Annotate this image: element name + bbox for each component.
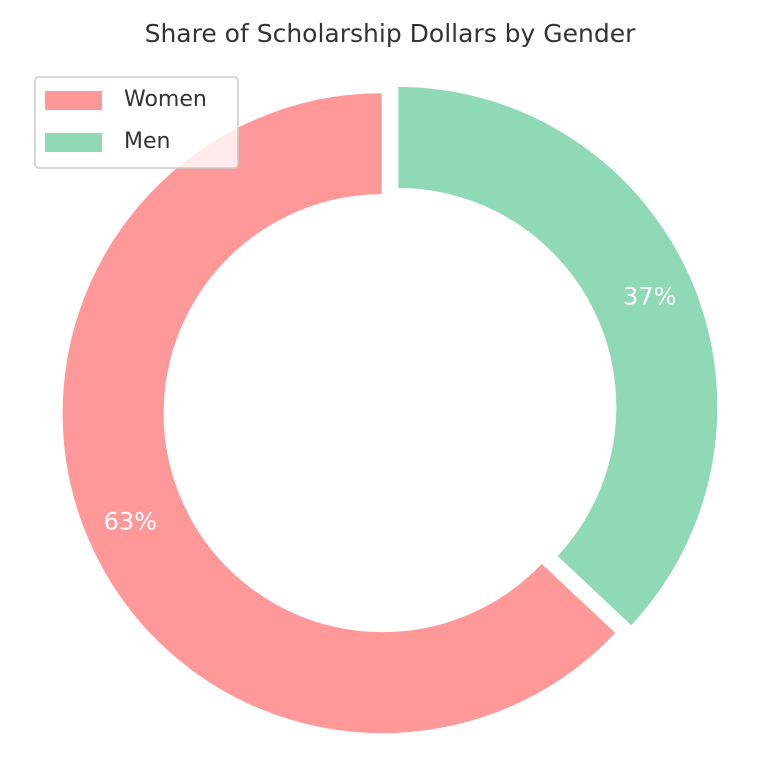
- chart-title: Share of Scholarship Dollars by Gender: [145, 19, 637, 48]
- value-label: 37%: [623, 283, 676, 311]
- legend-swatch: [45, 91, 102, 110]
- legend-swatch: [45, 133, 102, 152]
- legend-label: Women: [124, 87, 207, 112]
- legend-label: Men: [124, 129, 170, 154]
- legend: Women Men: [34, 76, 239, 169]
- slice: [396, 84, 720, 628]
- slices: 63% 37%: [60, 84, 720, 736]
- value-label: 63%: [104, 507, 157, 535]
- slice: [60, 91, 619, 736]
